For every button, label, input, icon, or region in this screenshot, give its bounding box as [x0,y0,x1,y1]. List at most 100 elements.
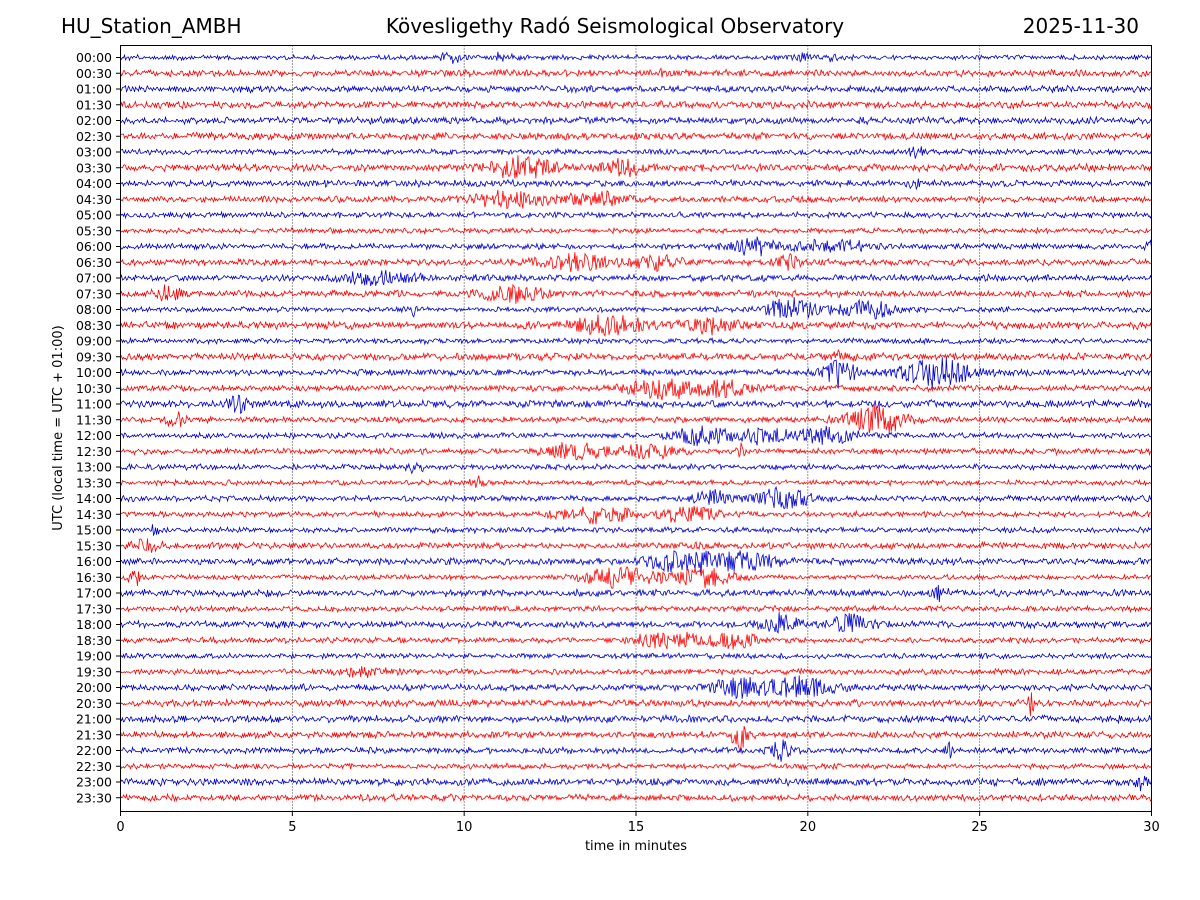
trace-1900 [120,652,1152,661]
y-tick-label-1300: 13:00 [76,460,112,475]
record-date: 2025-11-30 [1022,14,1139,38]
y-tick-label-1130: 11:30 [76,412,112,427]
trace-1230 [120,442,1152,461]
trace-1600 [120,550,1152,574]
y-tick-label-0830: 08:30 [76,318,112,333]
y-tick-label-0930: 09:30 [76,349,112,364]
trace-1400 [120,486,1152,510]
x-axis-label: time in minutes [585,839,687,854]
trace-0000 [120,51,1152,64]
trace-0830 [120,314,1152,337]
y-tick-label-0000: 00:00 [76,50,112,65]
x-tick-label-25: 25 [971,820,988,835]
trace-0630 [120,252,1152,273]
y-tick-label-1830: 18:30 [76,633,112,648]
trace-0330 [120,155,1152,179]
y-tick-label-2230: 22:30 [76,759,112,774]
trace-0900 [120,336,1152,346]
trace-0430 [120,189,1152,210]
trace-2300 [120,775,1152,792]
y-tick-label-0900: 09:00 [76,334,112,349]
y-tick-label-0430: 04:30 [76,192,112,207]
x-tick-label-20: 20 [800,820,817,835]
trace-0130 [120,99,1152,111]
trace-2000 [120,675,1152,700]
y-tick-label-1100: 11:00 [76,397,112,412]
y-tick-label-0300: 03:00 [76,145,112,160]
trace-0600 [120,236,1152,257]
y-tick-label-2200: 22:00 [76,743,112,758]
y-tick-label-1600: 16:00 [76,554,112,569]
x-tick-label-15: 15 [628,820,645,835]
trace-1330 [120,475,1152,488]
seismic-traces [120,51,1152,803]
trace-1200 [120,425,1152,447]
y-tick-label-1530: 15:30 [76,538,112,553]
trace-0730 [120,283,1152,304]
trace-2030 [120,692,1152,717]
trace-1930 [120,666,1152,679]
x-axis-ticks: 0 5 10 15 20 25 30 [116,811,1160,835]
y-tick-label-1430: 14:30 [76,507,112,522]
trace-1830 [120,631,1152,650]
trace-1030 [120,378,1152,401]
trace-1300 [120,461,1152,475]
y-tick-label-1400: 14:00 [76,491,112,506]
y-tick-label-0100: 01:00 [76,82,112,97]
trace-0530 [120,226,1152,236]
y-tick-label-1230: 12:30 [76,444,112,459]
trace-0100 [120,84,1152,94]
trace-0800 [120,297,1152,320]
y-tick-label-0700: 07:00 [76,271,112,286]
y-tick-label-0730: 07:30 [76,286,112,301]
y-tick-label-0230: 02:30 [76,129,112,144]
y-tick-label-0130: 01:30 [76,97,112,112]
trace-2330 [120,792,1152,803]
x-tick-label-30: 30 [1143,820,1160,835]
y-tick-label-0600: 06:00 [76,239,112,254]
y-tick-label-2330: 23:30 [76,790,112,805]
y-tick-label-0030: 00:30 [76,66,112,81]
trace-1500 [120,524,1152,537]
trace-0200 [120,115,1152,126]
x-tick-label-5: 5 [288,820,296,835]
y-tick-label-1900: 19:00 [76,649,112,664]
trace-1730 [120,604,1152,614]
trace-1800 [120,612,1152,634]
y-tick-label-0630: 06:30 [76,255,112,270]
trace-1430 [120,505,1152,525]
y-tick-label-1700: 17:00 [76,586,112,601]
trace-2100 [120,713,1152,725]
y-axis-label: UTC (local time = UTC + 01:00) [51,325,66,530]
trace-1700 [120,584,1152,603]
y-tick-label-1800: 18:00 [76,617,112,632]
y-tick-label-0800: 08:00 [76,302,112,317]
station-name: HU_Station_AMBH [61,14,242,38]
observatory-title: Kövesligethy Radó Seismological Observat… [385,14,845,38]
y-tick-label-2000: 20:00 [76,680,112,695]
trace-0300 [120,146,1152,159]
trace-1100 [120,394,1152,415]
trace-1130 [120,404,1152,434]
trace-0030 [120,67,1152,79]
trace-2230 [120,762,1152,771]
y-tick-label-1500: 15:00 [76,523,112,538]
y-tick-label-0400: 04:00 [76,176,112,191]
trace-0930 [120,349,1152,363]
trace-2130 [120,725,1152,753]
trace-0400 [120,178,1152,191]
y-tick-label-0500: 05:00 [76,208,112,223]
y-tick-label-1000: 10:00 [76,365,112,380]
trace-0700 [120,269,1152,287]
y-tick-label-2030: 20:30 [76,696,112,711]
y-tick-label-2130: 21:30 [76,727,112,742]
trace-0230 [120,130,1152,142]
y-tick-label-2100: 21:00 [76,712,112,727]
y-tick-label-0330: 03:30 [76,160,112,175]
y-tick-label-1730: 17:30 [76,601,112,616]
trace-1630 [120,566,1152,590]
y-tick-label-1030: 10:30 [76,381,112,396]
y-tick-label-1930: 19:30 [76,664,112,679]
y-tick-label-1330: 13:30 [76,475,112,490]
